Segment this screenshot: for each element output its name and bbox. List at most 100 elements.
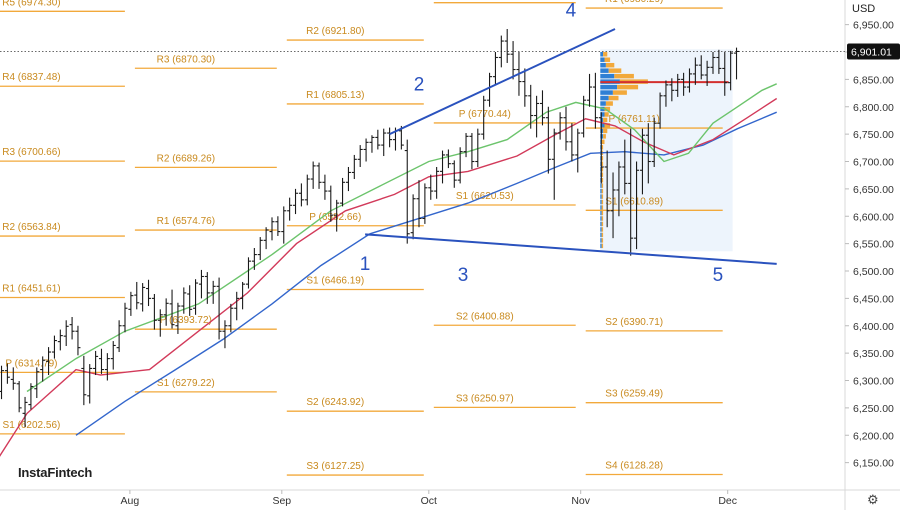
ohlc-bar (22, 396, 28, 428)
ohlc-bar (28, 383, 34, 410)
volume-bar-blue (600, 194, 602, 199)
volume-bar-blue (600, 183, 602, 188)
ohlc-bar (551, 128, 557, 200)
pivot-label: S3 (6127.25) (306, 461, 364, 472)
pivot-label: P (6770.44) (459, 109, 511, 120)
brand-logo: InstaFintech (18, 465, 93, 480)
ohlc-bar (0, 365, 5, 400)
last-price-value: 6,901.01 (851, 46, 892, 58)
time-tick-label: Sep (272, 495, 291, 507)
pivot-label: R2 (6563.84) (2, 222, 60, 233)
time-tick-label: Nov (571, 495, 590, 507)
ohlc-bar (445, 149, 451, 169)
ohlc-bar (128, 291, 134, 316)
time-tick-label: Oct (421, 495, 437, 507)
volume-bar-blue (600, 90, 613, 95)
ohlc-bar (481, 95, 487, 140)
volume-bar-blue (600, 84, 618, 90)
ohlc-bar (698, 55, 704, 80)
ohlc-bar (222, 320, 228, 349)
last-price-tag (847, 43, 900, 60)
ohlc-bar (563, 106, 569, 151)
ohlc-bar (398, 125, 404, 150)
price-tick-label: 6,500.00 (853, 266, 894, 278)
ohlc-bar (498, 35, 504, 68)
ohlc-bar (263, 227, 269, 250)
ohlc-bar (175, 302, 181, 334)
ohlc-bar (322, 174, 328, 200)
volume-bar-orange (604, 57, 611, 62)
price-tick-label: 6,600.00 (853, 211, 894, 223)
volume-bar-blue (600, 123, 605, 128)
ohlc-bar (434, 166, 440, 199)
price-tick-label: 6,800.00 (853, 102, 894, 114)
ohlc-bar (210, 280, 216, 304)
volume-bar-orange (614, 73, 634, 79)
ohlc-bar (375, 129, 381, 150)
ohlc-bar (34, 367, 40, 399)
price-tick-label: 6,150.00 (853, 458, 894, 470)
volume-bar-orange (604, 112, 609, 117)
ohlc-bar (692, 57, 698, 85)
volume-bar-blue (600, 112, 605, 117)
volume-bar-orange (601, 139, 605, 145)
price-tick-label: 6,850.00 (853, 74, 894, 86)
ohlc-bar (57, 329, 63, 351)
ohlc-bar (639, 128, 645, 195)
price-tick-label: 6,350.00 (853, 348, 894, 360)
ohlc-bar (522, 68, 528, 107)
ohlc-bar (428, 174, 434, 200)
ohlc-bar (469, 133, 475, 170)
volume-bar-orange (601, 177, 604, 183)
volume-bar-orange (603, 52, 608, 57)
ohlc-bar (310, 161, 316, 189)
ohlc-bar (622, 139, 628, 195)
ohlc-bar (204, 272, 210, 304)
pivot-label: S2 (6243.92) (306, 397, 364, 408)
ohlc-bar (328, 185, 334, 222)
pivot-label: R4 (6837.48) (2, 72, 60, 83)
ohlc-bar (734, 47, 740, 80)
ohlc-bar (492, 52, 498, 85)
volume-bar-orange (601, 238, 604, 243)
ohlc-bar (281, 206, 287, 244)
price-tick-label: 6,250.00 (853, 403, 894, 415)
ohlc-bar (504, 29, 510, 63)
volume-bar-blue (600, 199, 602, 205)
ohlc-bar (451, 160, 457, 188)
volume-bar-blue (600, 216, 602, 221)
ohlc-bar (146, 279, 152, 307)
price-tick-label: 6,200.00 (853, 430, 894, 442)
trendline-upper (389, 28, 616, 136)
ma-mid-line (0, 97, 778, 457)
volume-bar-orange (601, 166, 604, 172)
volume-bar-blue (600, 73, 615, 79)
ohlc-bar (463, 133, 469, 158)
pivot-label: P (6761.11) (609, 114, 660, 125)
volume-bar-orange (601, 227, 604, 232)
volume-bar-blue (600, 232, 602, 238)
wave-label: 4 (566, 0, 577, 21)
ohlc-bar (404, 139, 410, 244)
ohlc-bar (710, 52, 716, 74)
price-tick-label: 6,650.00 (853, 184, 894, 196)
volume-bar-orange (601, 221, 604, 227)
volume-bar-orange (601, 243, 604, 249)
volume-bar-blue (600, 188, 602, 194)
ohlc-bar (422, 183, 428, 224)
pivot-label: S1 (6466.19) (306, 276, 364, 287)
volume-bar-blue (600, 57, 605, 62)
volume-bar-blue (600, 238, 602, 243)
pivot-label: S1 (6202.56) (3, 420, 61, 431)
gear-icon[interactable]: ⚙ (867, 492, 879, 507)
pivot-label: R1 (6805.13) (306, 90, 364, 101)
pivot-label: S4 (6128.28) (605, 461, 663, 472)
pivot-label: S2 (6390.71) (605, 317, 663, 328)
volume-bar-blue (600, 52, 604, 57)
volume-bar-orange (601, 194, 604, 199)
ohlc-bar (387, 127, 393, 148)
pivot-label: R5 (6974.30) (2, 0, 60, 8)
pivot-label: R2 (6689.26) (157, 153, 215, 164)
